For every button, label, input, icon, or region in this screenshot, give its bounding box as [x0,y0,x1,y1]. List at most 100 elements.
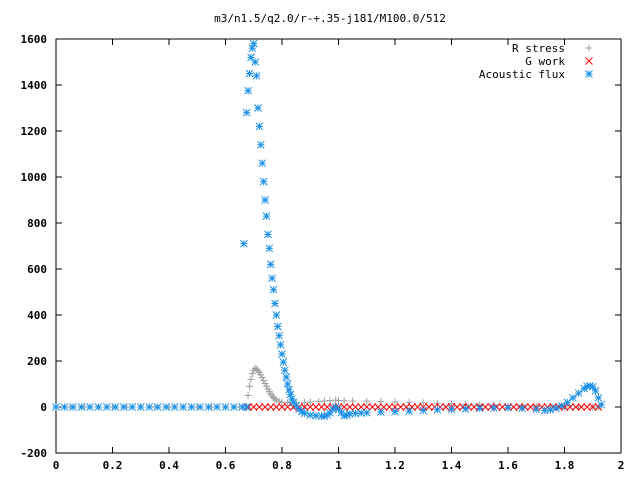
data-point [266,403,275,411]
y-tick-label: 1400 [21,79,48,92]
data-point [504,403,512,412]
data-point [249,39,258,48]
data-point [230,403,238,411]
data-point [262,212,271,220]
data-point [196,403,204,411]
marker-stroke [300,409,309,418]
data-point [518,404,526,413]
marker-stroke [196,403,204,411]
data-point [279,358,288,367]
marker-stroke [230,403,238,411]
x-tick-label: 1.2 [385,459,405,472]
data-point [94,403,103,411]
data-point [258,159,267,168]
marker-stroke [518,404,526,413]
x-tick-label: 1.8 [555,459,575,472]
legend-marker [585,70,593,78]
marker-stroke [256,140,265,149]
marker-stroke [258,159,267,168]
marker-stroke [577,403,586,411]
marker-stroke [145,403,154,411]
marker-stroke [261,196,269,204]
data-points [52,39,606,421]
marker-stroke [77,403,86,411]
y-tick-label: 600 [27,263,47,276]
data-point [447,405,456,414]
marker-stroke [271,299,279,308]
marker-stroke [102,403,111,411]
data-point [242,108,251,117]
marker-stroke [94,403,103,411]
marker-stroke [504,403,512,412]
data-point [391,407,399,416]
data-point [340,397,348,405]
data-point [248,370,256,378]
marker-stroke [170,403,179,411]
data-point [86,403,94,411]
data-point [255,403,264,411]
x-tick-label: 0.4 [159,459,179,472]
marker-stroke [276,341,285,349]
data-point [362,408,371,417]
data-point [591,387,600,395]
data-point [260,377,268,385]
data-point [275,331,284,340]
data-point [128,403,137,411]
x-tick-label: 0.2 [103,459,123,472]
marker-stroke [261,403,269,411]
marker-stroke [461,404,470,413]
series-acoustic-flux [52,39,606,421]
data-point [391,398,399,406]
data-point [345,403,354,411]
x-tick-label: 1.4 [442,459,462,472]
data-point [179,403,187,411]
marker-stroke [69,403,77,411]
data-point [563,398,572,407]
marker-stroke [297,407,306,416]
marker-stroke [532,405,541,414]
data-point [577,403,586,411]
marker-stroke [526,403,535,411]
marker-stroke [470,403,478,411]
marker-stroke [128,403,137,411]
marker-stroke [242,403,251,411]
y-tick-label: 400 [27,309,47,322]
data-point [385,403,394,411]
marker-stroke [425,403,433,411]
data-point [490,404,498,412]
data-point [255,122,264,131]
data-point [278,403,286,411]
marker-stroke [264,230,272,239]
data-point [187,403,196,411]
marker-stroke [574,389,583,398]
x-tick-label: 0.8 [272,459,292,472]
legend-marker [585,44,593,52]
marker-stroke [357,403,365,411]
marker-stroke [385,403,394,411]
axis-tick-labels: 0 0.2 0.4 0.6 0.8 1 1.2 1.4 1.6 1.8 2 -200 0 200 400 60… [21,33,625,472]
data-point [266,260,275,269]
marker-stroke [268,274,276,283]
marker-stroke [272,403,281,411]
data-point [569,393,577,402]
x-tick-label: 0 [53,459,60,472]
marker-stroke [275,331,284,340]
data-point [312,403,320,411]
marker-stroke [249,39,258,48]
data-point [102,403,111,411]
data-point [271,299,279,308]
data-point [588,403,597,411]
marker-stroke [269,285,278,294]
marker-stroke [509,403,518,411]
marker-stroke [278,350,286,358]
axis-ticks [55,38,622,454]
marker-stroke [490,404,498,412]
data-point [153,403,162,411]
marker-stroke [351,403,360,411]
marker-stroke [377,408,385,416]
data-point [111,403,120,411]
data-point [240,239,248,248]
y-tick-label: -200 [21,447,48,460]
marker-stroke [136,403,145,411]
marker-stroke [345,410,354,418]
